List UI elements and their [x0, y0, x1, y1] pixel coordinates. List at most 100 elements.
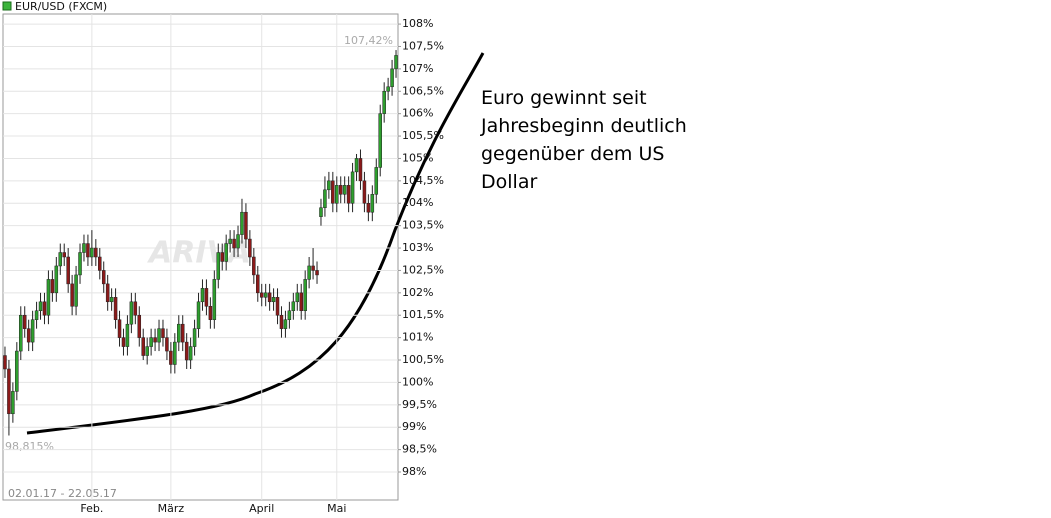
- candle-body: [113, 297, 118, 320]
- candle-body: [331, 180, 335, 204]
- candle-body: [240, 211, 244, 235]
- x-tick-label: April: [249, 502, 274, 515]
- candle-body: [141, 337, 145, 356]
- y-tick-label: 105%: [402, 151, 433, 164]
- candle-body: [335, 185, 339, 204]
- candle-body: [62, 252, 66, 258]
- trend-curve: [26, 52, 485, 435]
- min-label: 98,815%: [5, 440, 54, 453]
- candle-body: [125, 323, 130, 347]
- candle-body: [22, 314, 27, 329]
- candle-body: [173, 341, 177, 365]
- y-tick-label: 101%: [402, 331, 433, 344]
- y-tick-label: 105,5%: [402, 129, 444, 142]
- candle-body: [86, 243, 90, 258]
- y-tick-label: 98%: [402, 465, 426, 478]
- candle-body: [30, 319, 35, 343]
- candle-body: [34, 310, 39, 320]
- y-tick-label: 103,5%: [402, 219, 444, 232]
- candle-body: [354, 158, 359, 173]
- candle-body: [327, 180, 331, 191]
- y-tick-label: 107,5%: [402, 39, 444, 52]
- candle-body: [256, 274, 260, 294]
- legend-swatch: [2, 1, 12, 11]
- candle-body: [46, 279, 51, 316]
- y-tick-label: 100,5%: [402, 353, 444, 366]
- y-tick-label: 103%: [402, 241, 433, 254]
- candle-body: [54, 265, 59, 294]
- candle-body: [157, 328, 161, 343]
- candle-body: [252, 256, 256, 276]
- candle-body: [105, 283, 110, 303]
- candle-body: [244, 211, 248, 240]
- candle-body: [184, 341, 189, 361]
- candle-body: [271, 297, 276, 303]
- candle-body: [153, 337, 157, 343]
- y-tick-label: 107%: [402, 62, 433, 75]
- candle-body: [3, 355, 7, 370]
- candle-body: [177, 323, 181, 343]
- candle-body: [236, 234, 240, 249]
- candle-body: [121, 337, 126, 347]
- candle-body: [98, 256, 102, 271]
- candle-body: [358, 158, 363, 182]
- candle-body: [362, 180, 367, 204]
- candle-body: [188, 346, 193, 361]
- candle-body: [390, 68, 394, 88]
- candle-body: [90, 247, 94, 258]
- candle-body: [26, 328, 31, 343]
- candle-body: [323, 189, 327, 208]
- candle-body: [180, 323, 185, 343]
- candle-body: [291, 301, 296, 312]
- x-tick-label: März: [158, 502, 185, 515]
- candle-body: [94, 247, 98, 258]
- candle-body: [374, 167, 379, 195]
- candle-body: [66, 256, 70, 285]
- candle-body: [196, 301, 201, 329]
- candle-body: [287, 310, 292, 320]
- candle-body: [208, 306, 213, 320]
- candle-body: [224, 243, 228, 262]
- chart-title: EUR/USD (FXCM): [15, 0, 107, 13]
- candle-body: [204, 288, 209, 307]
- date-range: 02.01.17 - 22.05.17: [8, 487, 117, 500]
- candle-body: [50, 279, 55, 294]
- candle-body: [315, 270, 319, 276]
- candle-body: [7, 368, 11, 415]
- candle-body: [338, 185, 343, 195]
- candle-body: [228, 238, 232, 244]
- candle-body: [216, 252, 221, 280]
- candle-body: [169, 350, 173, 365]
- candle-body: [19, 314, 23, 352]
- y-tick-label: 100%: [402, 375, 433, 388]
- y-tick-label: 98,5%: [402, 443, 437, 456]
- candle-body: [342, 185, 347, 195]
- candle-body: [386, 86, 390, 92]
- x-tick-label: Mai: [327, 502, 346, 515]
- candle-body: [248, 238, 252, 258]
- candle-body: [161, 328, 165, 338]
- candle-body: [212, 279, 217, 320]
- candle-body: [346, 185, 351, 204]
- candle-body: [58, 252, 63, 267]
- comment: Euro gewinnt seit Jahresbeginn deutlich …: [481, 87, 687, 193]
- candle-body: [275, 297, 280, 316]
- candle-body: [133, 301, 138, 316]
- candle-body: [394, 55, 398, 70]
- candle-body: [192, 328, 197, 347]
- candle-body: [311, 265, 315, 271]
- candle-body: [263, 292, 268, 298]
- y-tick-label: 101,5%: [402, 308, 444, 321]
- y-tick-label: 102%: [402, 286, 433, 299]
- candle-body: [11, 391, 15, 415]
- candle-body: [74, 274, 78, 307]
- candle-body: [129, 301, 134, 325]
- candle-body: [259, 292, 264, 298]
- candle-body: [370, 194, 375, 213]
- y-tick-label: 106%: [402, 107, 433, 120]
- candle-body: [299, 292, 303, 312]
- candle-body: [70, 283, 74, 307]
- x-tick-label: Feb.: [80, 502, 103, 515]
